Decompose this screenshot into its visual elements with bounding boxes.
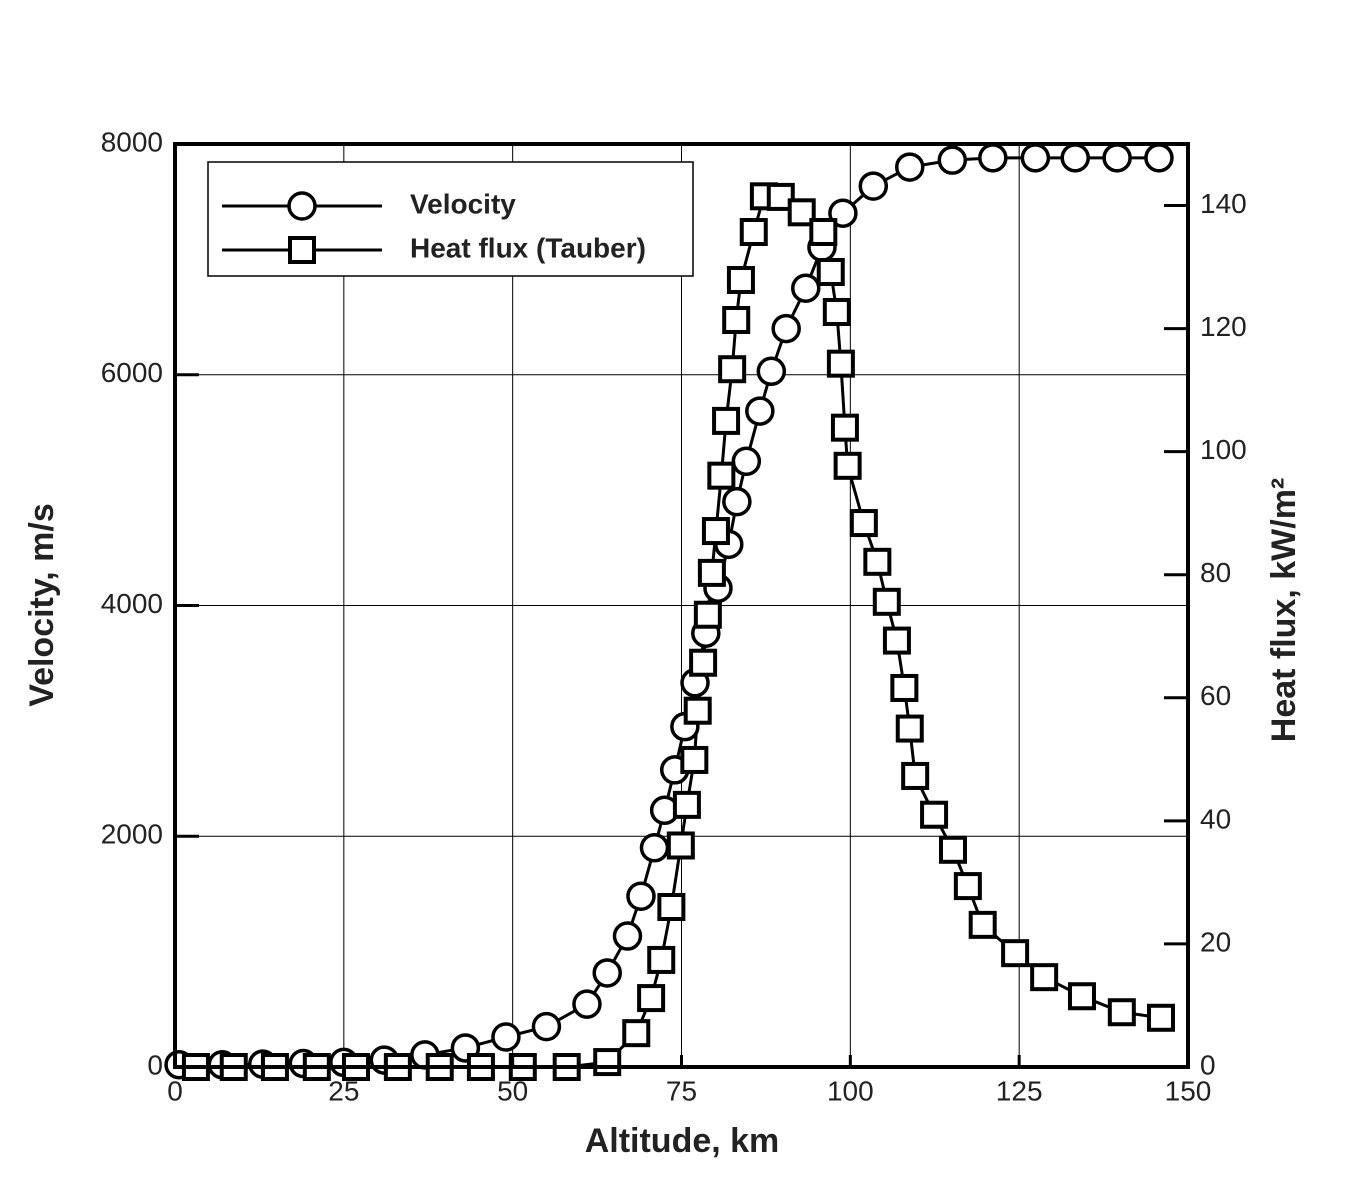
data-point <box>680 745 709 774</box>
data-point <box>938 835 967 864</box>
data-point <box>968 910 997 939</box>
y2-axis-title: Heat flux, kW/m² <box>1265 478 1303 742</box>
y2-tick-label: 100 <box>1200 434 1247 465</box>
y2-tick-label: 120 <box>1200 311 1247 342</box>
data-point <box>920 800 949 829</box>
data-point <box>1001 939 1030 968</box>
data-point <box>830 413 859 442</box>
data-point <box>822 297 851 326</box>
data-point <box>707 461 736 490</box>
data-point <box>731 446 762 477</box>
data-point <box>937 145 968 175</box>
data-point <box>787 198 816 227</box>
data-point <box>531 1011 562 1042</box>
data-point <box>672 790 701 819</box>
x-tick-label: 100 <box>827 1075 874 1106</box>
data-point <box>697 558 726 587</box>
series-line <box>179 156 1159 1067</box>
y-tick-label: 6000 <box>101 357 163 388</box>
data-point <box>1107 998 1136 1027</box>
data-point <box>491 1022 521 1052</box>
legend-label: Heat flux (Tauber) <box>410 232 646 263</box>
x-tick-label: 50 <box>497 1075 528 1106</box>
data-point <box>712 406 741 435</box>
data-point <box>816 257 845 286</box>
data-point <box>1067 982 1096 1011</box>
data-point <box>1144 143 1174 173</box>
legend-marker <box>288 236 316 264</box>
data-point <box>901 761 930 790</box>
data-point <box>1102 143 1132 173</box>
data-point <box>1060 143 1090 173</box>
data-point <box>745 396 775 426</box>
data-point <box>826 349 855 378</box>
data-point <box>1020 143 1051 173</box>
data-point <box>953 872 982 901</box>
x-tick-label: 25 <box>328 1075 359 1106</box>
y2-tick-label: 60 <box>1200 680 1231 711</box>
data-point <box>872 587 901 616</box>
data-point <box>722 305 751 334</box>
data-point <box>1146 1003 1175 1032</box>
data-point <box>593 1048 622 1077</box>
data-point <box>756 356 787 387</box>
legend-label: Velocity <box>410 188 516 219</box>
y2-tick-label: 40 <box>1200 803 1231 834</box>
data-point <box>1030 963 1059 992</box>
data-point <box>978 143 1008 173</box>
data-point <box>693 600 722 629</box>
data-point <box>612 921 643 951</box>
legend-marker <box>287 191 317 221</box>
x-axis-title: Altitude, km <box>585 1122 780 1160</box>
data-point <box>637 984 666 1013</box>
data-point <box>689 648 718 677</box>
data-point <box>718 355 747 384</box>
data-point <box>622 1019 651 1048</box>
data-point <box>771 313 801 344</box>
y2-tick-label: 0 <box>1200 1049 1216 1080</box>
data-point <box>739 217 768 246</box>
data-point <box>833 451 862 480</box>
series-line <box>195 194 1162 1069</box>
data-point <box>895 152 925 182</box>
data-point <box>639 833 670 863</box>
x-tick-label: 75 <box>666 1075 697 1106</box>
data-point <box>572 989 602 1019</box>
data-point <box>809 217 838 246</box>
y2-tick-label: 80 <box>1200 557 1231 588</box>
data-point <box>791 273 821 303</box>
data-point <box>882 626 911 655</box>
data-point <box>592 958 622 988</box>
x-tick-label: 0 <box>167 1075 183 1106</box>
y-axis-title: Velocity, m/s <box>23 503 61 706</box>
data-point <box>726 265 755 294</box>
data-point <box>863 547 892 576</box>
data-point <box>683 696 712 725</box>
x-tick-label: 150 <box>1165 1075 1212 1106</box>
data-point <box>626 881 656 911</box>
data-point <box>895 714 924 743</box>
data-point <box>849 509 878 538</box>
data-point <box>666 831 695 860</box>
y-tick-label: 2000 <box>101 819 163 850</box>
data-point <box>657 893 686 922</box>
data-point <box>701 517 730 546</box>
y-tick-label: 0 <box>147 1049 163 1080</box>
x-tick-label: 125 <box>996 1075 1043 1106</box>
data-point <box>722 486 752 517</box>
y-tick-label: 8000 <box>101 126 163 157</box>
y-tick-label: 4000 <box>101 588 163 619</box>
data-point <box>890 673 919 702</box>
data-point <box>858 171 889 201</box>
data-point <box>647 945 676 974</box>
y2-tick-label: 140 <box>1200 188 1247 219</box>
y2-tick-label: 20 <box>1200 926 1231 957</box>
